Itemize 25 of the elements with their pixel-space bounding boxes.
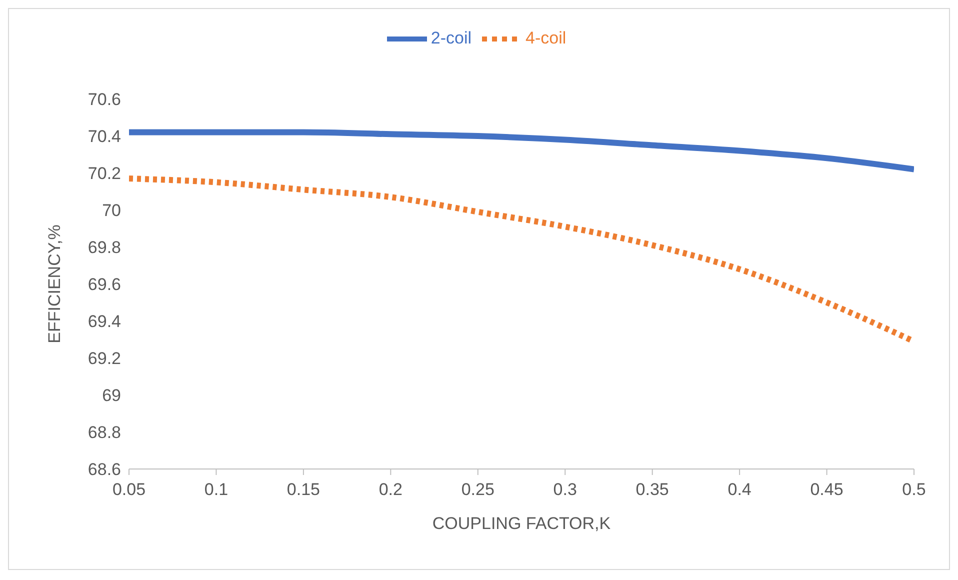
y-tick-label: 69.2 — [88, 349, 121, 368]
x-tick-label: 0.45 — [810, 480, 844, 500]
y-tick-label: 70.2 — [88, 164, 121, 184]
y-tick-label: 69.8 — [88, 238, 121, 258]
y-tick-label: 69 — [102, 386, 121, 406]
x-tick-label: 0.25 — [461, 480, 494, 500]
y-tick-label: 70 — [102, 201, 121, 220]
x-tick-label: 0.2 — [378, 480, 402, 500]
x-tick-label: 0.05 — [112, 480, 146, 500]
x-tick-label: 0.15 — [286, 480, 320, 500]
x-axis-title: COUPLING FACTOR,K — [432, 514, 612, 533]
y-tick-label: 69.4 — [88, 312, 121, 332]
x-tick-label: 0.35 — [636, 480, 669, 500]
x-tick-label: 0.1 — [204, 480, 228, 500]
y-tick-label: 70.4 — [88, 127, 121, 146]
y-axis-title: EFFICIENCY,% — [45, 224, 64, 344]
legend-label: 4-coil — [526, 28, 566, 48]
legend-label: 2-coil — [430, 28, 472, 48]
y-tick-label: 68.6 — [88, 460, 121, 480]
y-tick-label: 70.6 — [88, 90, 121, 110]
x-tick-label: 0.5 — [902, 480, 926, 500]
y-tick-label: 69.6 — [88, 275, 121, 294]
x-tick-label: 0.3 — [553, 480, 577, 500]
x-tick-label: 0.4 — [728, 480, 752, 500]
y-tick-label: 68.8 — [88, 423, 121, 442]
